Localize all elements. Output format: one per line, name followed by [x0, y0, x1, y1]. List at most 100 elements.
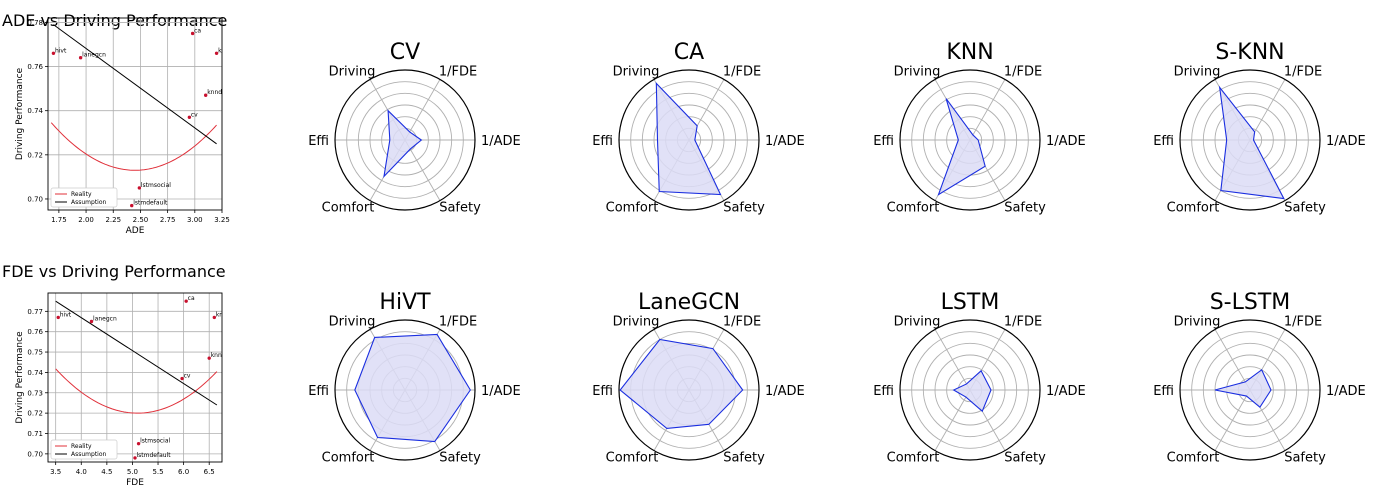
point-label-lanegcn: lanegcn [93, 316, 117, 323]
x-tick-label: 2.75 [160, 216, 176, 224]
radar-axis-label-safety: Safety [723, 201, 765, 216]
data-point-knnsocial [214, 51, 219, 56]
data-point-lstmsocial [136, 441, 141, 446]
radar-title: LaneGCN [638, 290, 740, 315]
x-tick-label: 2.25 [105, 216, 121, 224]
point-label-lanegcn: lanegcn [82, 52, 106, 59]
legend-box [50, 187, 118, 208]
point-label-knndefault: knndefault [207, 89, 240, 96]
radar-axis-label-1fde: 1/FDE [723, 64, 761, 79]
data-point-knndefault [207, 356, 211, 360]
reality-curve [55, 368, 218, 414]
y-axis-label: Driving Performance [15, 331, 25, 424]
radar-polygon [1214, 368, 1272, 408]
plot-frame [47, 17, 223, 211]
radar-axis-label-effi: Effi [308, 384, 329, 399]
radar-title: CA [674, 40, 704, 65]
radar-axis-label-1ade: 1/ADE [765, 384, 805, 399]
y-tick-label: 0.75 [27, 349, 43, 357]
radar-polygon [1218, 85, 1285, 200]
data-point-knnsocial [212, 315, 217, 320]
legend-box [50, 439, 118, 460]
radar-axis-label-1ade: 1/ADE [1046, 384, 1086, 399]
radar-panel-knn: KNN 1/ADE 1/FDE Driving Effi Comfort Safety [873, 40, 1086, 216]
data-point-ca [190, 31, 195, 36]
radar-axis-label-driving: Driving [329, 314, 376, 329]
radar-spoke [934, 329, 971, 391]
x-tick-label: 5.0 [127, 468, 138, 476]
radar-outer-ring [618, 69, 760, 211]
radar-panel-s-knn: S-KNN 1/ADE 1/FDE Driving Effi Comfort Safety [1153, 40, 1366, 216]
radar-title: CV [390, 40, 420, 65]
point-label-cv: cv [191, 111, 198, 118]
radar-polygon [937, 98, 986, 196]
legend-label-reality: Reality [71, 191, 92, 198]
radar-title: S-LSTM [1210, 290, 1291, 315]
point-label-lstmsocial: lstmsocial [140, 438, 170, 445]
x-tick-label: 2.00 [78, 216, 94, 224]
radar-axis-label-1ade: 1/ADE [1326, 134, 1366, 149]
data-point-lanegcn [89, 319, 94, 324]
radar-outer-ring [334, 69, 476, 211]
radar-title: LSTM [941, 290, 1000, 315]
radar-panel-ca: CA 1/ADE 1/FDE Driving Effi Comfort Safety [592, 40, 805, 216]
x-tick-label: 6.0 [178, 468, 189, 476]
data-point-knndefault [203, 93, 208, 97]
radar-axis-label-safety: Safety [439, 451, 481, 466]
data-point-lstmdefault [133, 456, 137, 460]
x-axis-label: FDE [126, 478, 144, 488]
radar-spoke [1249, 79, 1286, 141]
legend-label-assumption: Assumption [71, 451, 107, 458]
radar-axis-label-1fde: 1/FDE [1284, 64, 1322, 79]
point-label-cv: cv [184, 373, 191, 380]
x-tick-label: 4.5 [101, 468, 112, 476]
radar-axis-label-driving: Driving [329, 64, 376, 79]
radar-axis-label-comfort: Comfort [887, 201, 940, 216]
point-label-knnsocial: knnsocial [216, 311, 245, 318]
scatter-title: ADE vs Driving Performance [2, 11, 227, 30]
radar-axis-label-driving: Driving [894, 64, 941, 79]
radar-title: HiVT [379, 290, 431, 315]
radar-axis-label-1ade: 1/ADE [1046, 134, 1086, 149]
radar-axis-label-effi: Effi [592, 384, 613, 399]
radar-axis-label-safety: Safety [439, 201, 481, 216]
point-label-hivt: hivt [60, 311, 72, 318]
radar-panel-hivt: HiVT 1/ADE 1/FDE Driving Effi Comfort Safety [308, 290, 521, 466]
y-tick-label: 0.73 [27, 389, 43, 397]
radar-axis-label-comfort: Comfort [606, 201, 659, 216]
data-point-lstmdefault [130, 203, 134, 208]
radar-axis-label-comfort: Comfort [322, 451, 375, 466]
radar-panel-s-lstm: S-LSTM 1/ADE 1/FDE Driving Effi Comfort Safety [1153, 290, 1366, 466]
radar-polygon [354, 333, 471, 443]
x-tick-label: 3.25 [214, 216, 230, 224]
plot-area: hivt lanegcn ca knnsocial knndefault cv lstmso… [55, 295, 245, 460]
radar-axis-label-driving: Driving [1174, 314, 1221, 329]
radar-axis-label-1ade: 1/ADE [765, 134, 805, 149]
radar-spoke [1214, 389, 1251, 451]
radar-axis-label-1fde: 1/FDE [439, 314, 477, 329]
radar-axis-label-comfort: Comfort [606, 451, 659, 466]
point-label-ca: ca [188, 295, 195, 302]
radar-axis-label-effi: Effi [1153, 134, 1174, 149]
radar-panel-lanegcn: LaneGCN 1/ADE 1/FDE Driving Effi Comfort Safet… [592, 290, 805, 466]
data-point-lstmsocial [137, 186, 142, 190]
radar-axis-label-comfort: Comfort [322, 201, 375, 216]
radar-outer-ring [899, 319, 1041, 461]
data-point-lanegcn [78, 56, 83, 60]
y-tick-label: 0.76 [27, 328, 43, 336]
radar-axis-label-safety: Safety [723, 451, 765, 466]
radar-axis-label-1fde: 1/FDE [1004, 314, 1042, 329]
radar-axis-label-safety: Safety [1004, 201, 1046, 216]
radar-polygon [383, 109, 423, 179]
y-tick-label: 0.78 [27, 19, 43, 27]
radar-axis-label-1fde: 1/FDE [723, 314, 761, 329]
plot-area: hivt lanegcn ca knnsocial knndefault cv lstmso… [50, 24, 240, 208]
point-label-lstmdefault: lstmdefault [133, 200, 168, 207]
x-tick-label: 6.5 [204, 468, 215, 476]
radar-spoke [969, 79, 1006, 141]
radar-axis-label-1ade: 1/ADE [1326, 384, 1366, 399]
radar-axis-label-1fde: 1/FDE [1004, 64, 1042, 79]
data-point-ca [184, 299, 188, 303]
radar-panel-lstm: LSTM 1/ADE 1/FDE Driving Effi Comfort Safety [873, 290, 1086, 466]
